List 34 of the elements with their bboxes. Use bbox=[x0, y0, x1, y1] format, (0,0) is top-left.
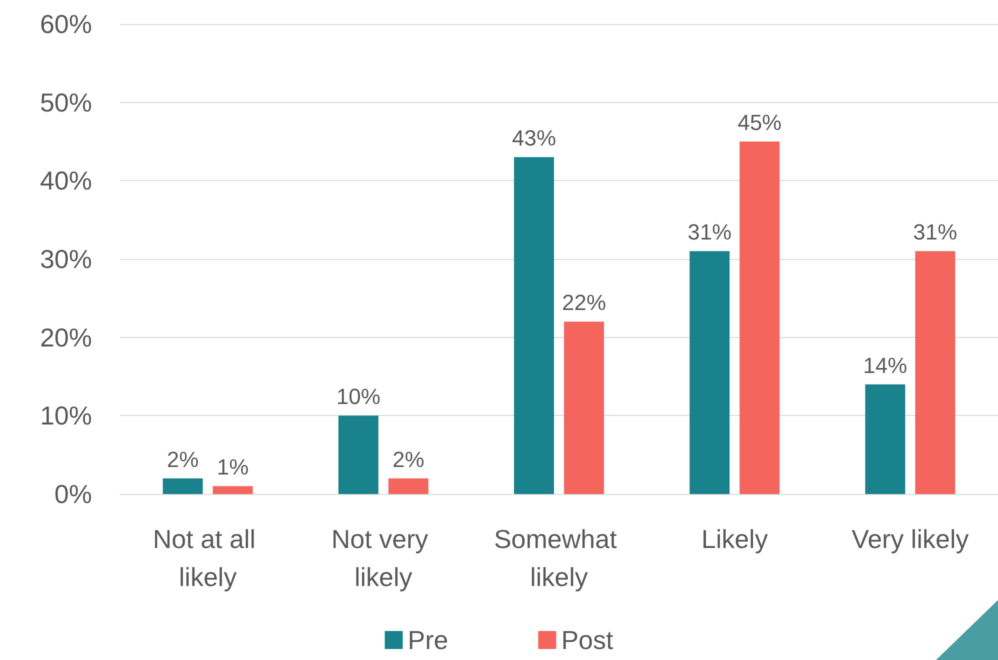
bar bbox=[162, 478, 203, 494]
y-tick-label: 20% bbox=[40, 322, 92, 352]
data-label: 45% bbox=[738, 110, 782, 135]
bar bbox=[865, 384, 906, 494]
data-label: 14% bbox=[863, 352, 908, 378]
y-tick-label: 10% bbox=[40, 400, 92, 431]
data-label: 31% bbox=[913, 220, 958, 245]
data-label: 31% bbox=[688, 220, 732, 245]
x-tick-label: Likely bbox=[701, 524, 768, 554]
data-label: 10% bbox=[336, 384, 380, 410]
bar bbox=[564, 322, 604, 494]
bar bbox=[740, 142, 780, 494]
x-tick-label: Not very likely bbox=[331, 524, 436, 592]
bar bbox=[212, 486, 253, 494]
bar bbox=[338, 416, 378, 494]
bar bbox=[514, 157, 554, 494]
x-tick-label: Not at all likely bbox=[152, 524, 263, 592]
legend-label: Post bbox=[561, 625, 614, 655]
data-label: 2% bbox=[166, 446, 199, 472]
data-label: 1% bbox=[216, 454, 249, 480]
y-tick-label: 0% bbox=[54, 479, 92, 509]
y-tick-label: 60% bbox=[40, 9, 92, 39]
y-tick-label: 50% bbox=[40, 87, 92, 118]
bar bbox=[915, 251, 956, 494]
data-label: 22% bbox=[562, 290, 606, 316]
x-tick-label: Very likely bbox=[852, 524, 969, 554]
y-tick-label: 30% bbox=[40, 244, 92, 274]
data-label: 43% bbox=[512, 126, 556, 151]
y-tick-label: 40% bbox=[40, 166, 92, 196]
legend-label: Pre bbox=[408, 625, 448, 655]
x-tick-label: Somewhat likely bbox=[494, 524, 624, 592]
bar bbox=[690, 251, 730, 494]
bar bbox=[388, 478, 428, 494]
data-label: 2% bbox=[392, 446, 424, 472]
